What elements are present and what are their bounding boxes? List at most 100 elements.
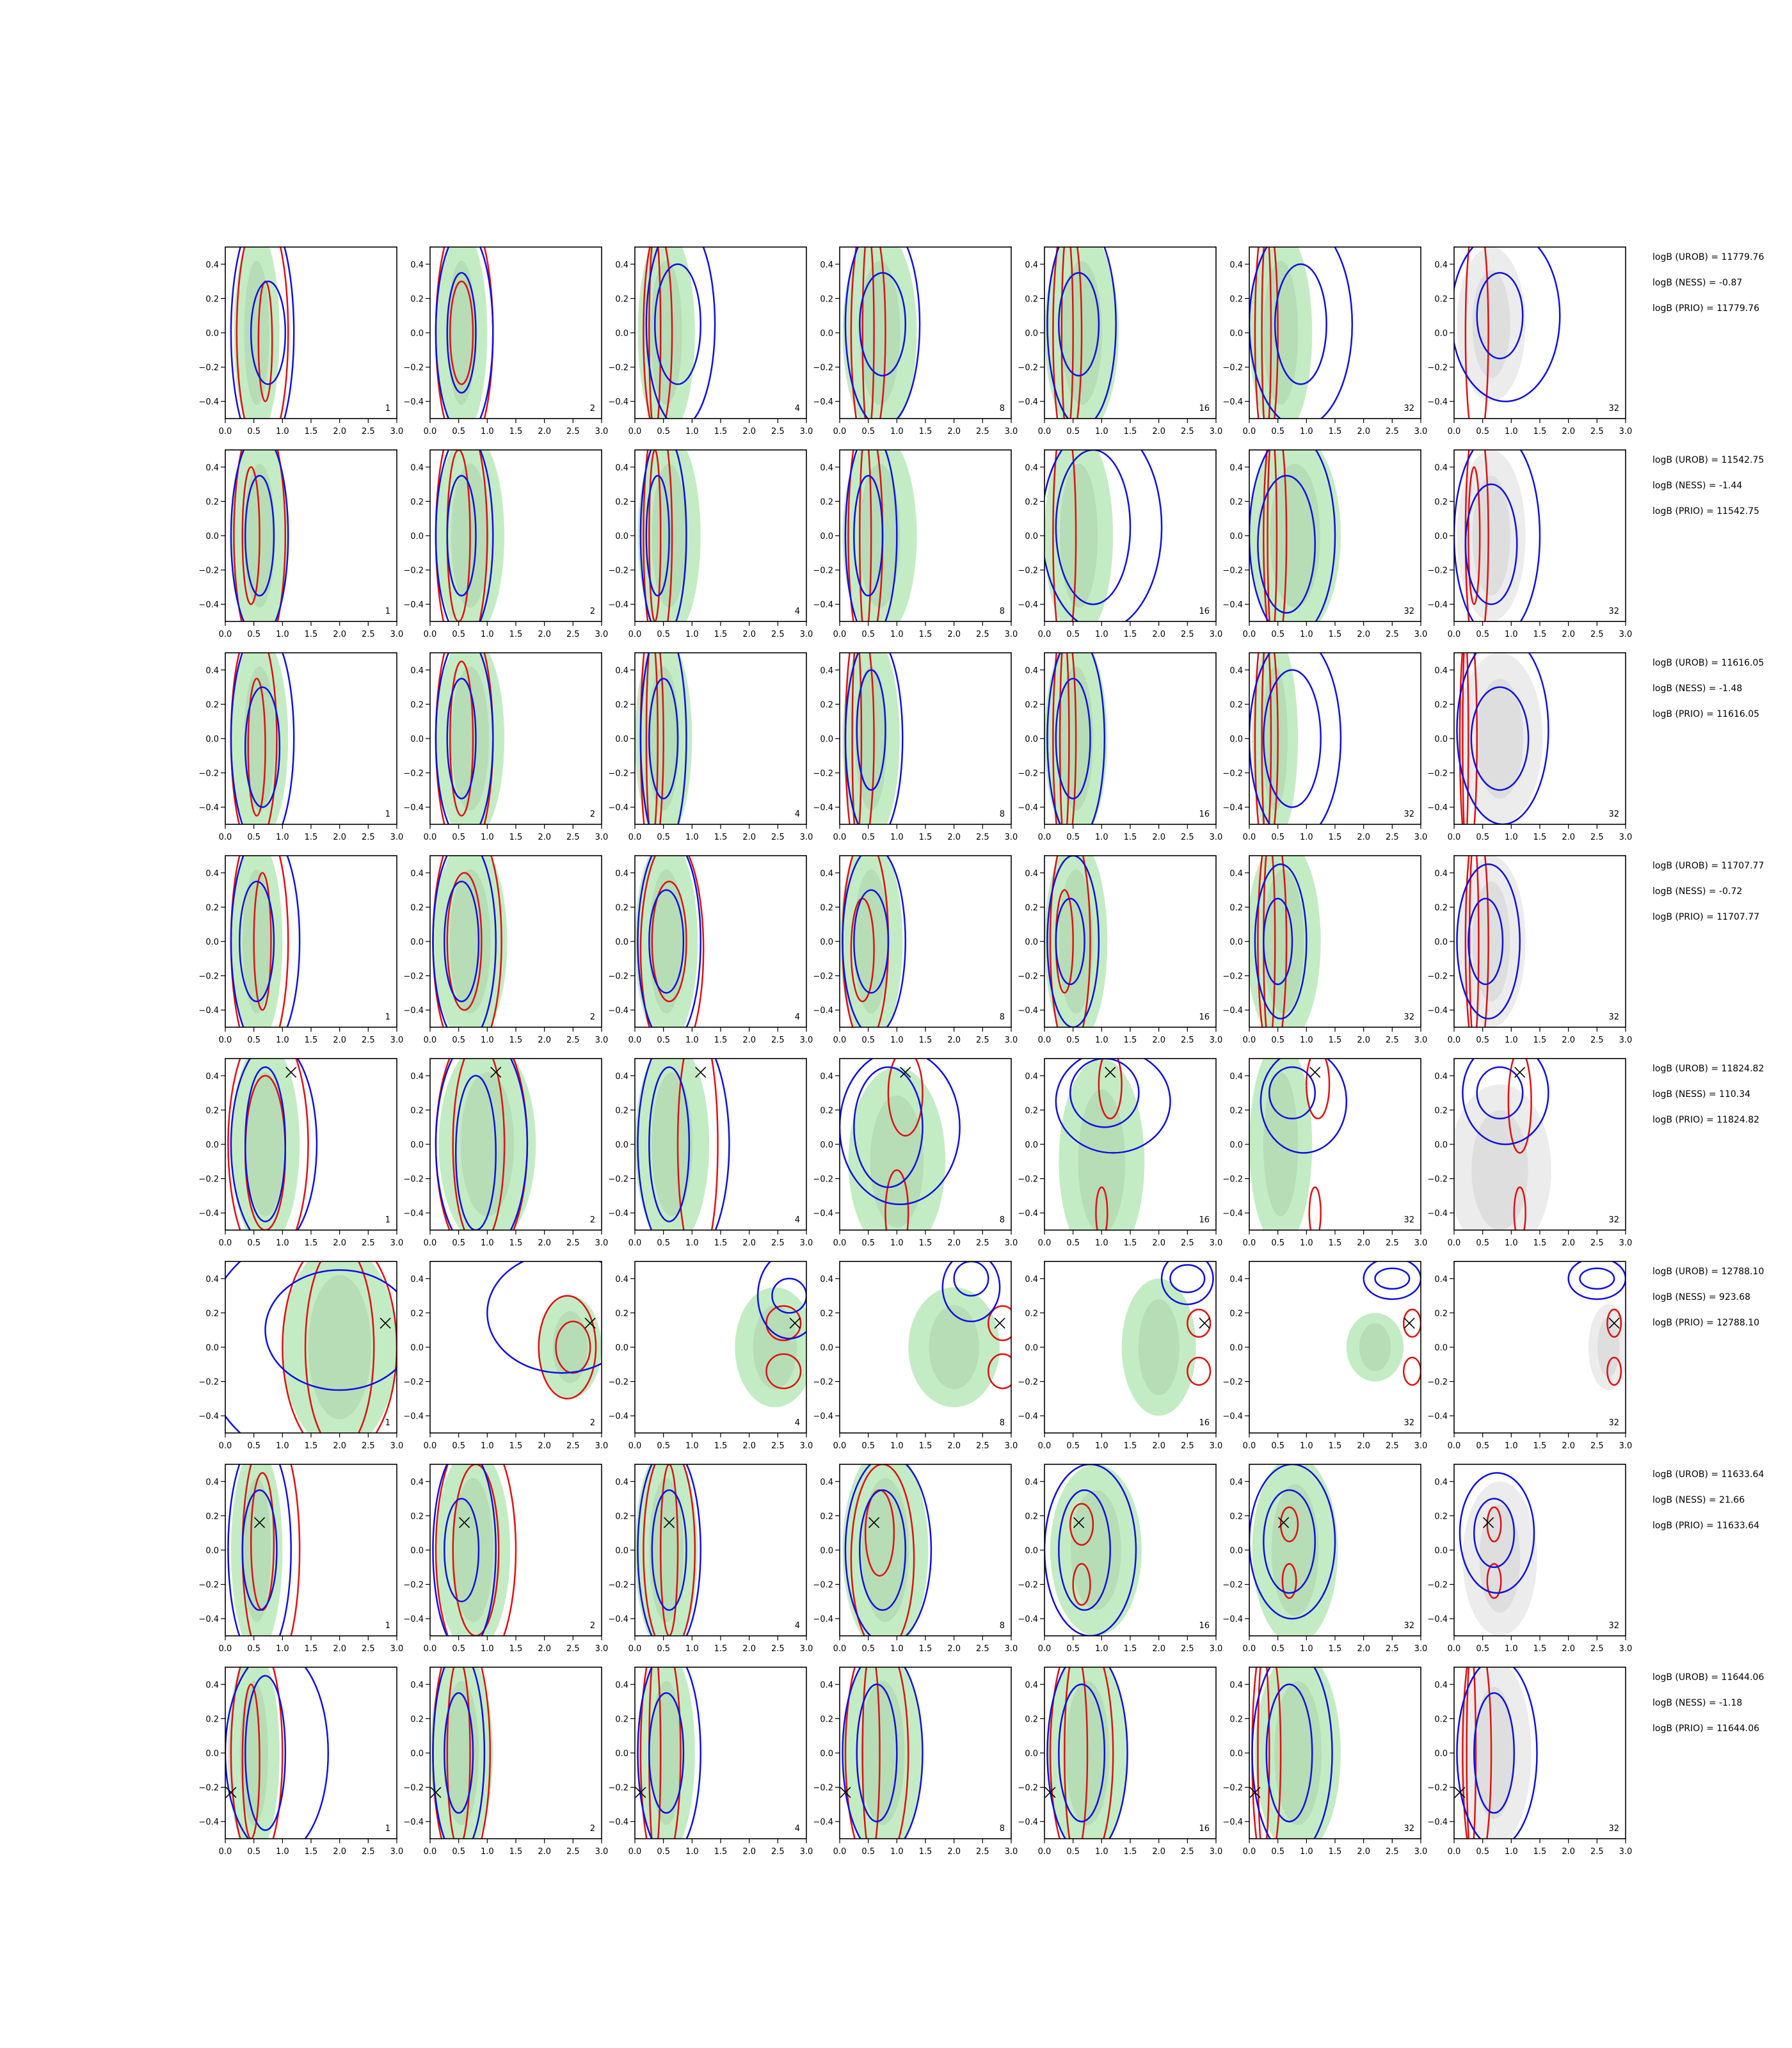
y-tick-label: 0.0 [1025,1343,1038,1353]
x-tick-label: 3.0 [1619,1238,1633,1248]
red-contour-1 [1464,247,1489,419]
x-tick-label: 2.0 [1152,427,1165,436]
y-tick-label: −0.2 [403,972,424,982]
x-tick-label: 2.0 [1357,1441,1370,1451]
blue-contour-2 [1470,686,1530,791]
y-tick-label: −0.4 [1018,1615,1038,1624]
x-tick-label: 3.0 [1414,833,1428,842]
blue-contour-1 [1046,856,1100,1027]
y-tick-label: −0.2 [1018,364,1038,373]
x-tick-label: 2.0 [947,1644,961,1654]
panel-label: 1 [385,1012,390,1022]
panel-r1-c1: 0.4 0.2 0.0 −0.2 −0.4 0.0 0.5 1.0 1.5 2.0 2.5 3.0 1 [198,246,403,436]
blue-contour-2 [446,271,477,394]
y-tick-label: −0.4 [813,1818,833,1827]
x-tick-label: 2.0 [947,1441,961,1451]
x-tick-label: 1.0 [481,427,494,436]
red-contour-2 [1513,1186,1526,1230]
y-tick-label: 0.0 [410,938,424,947]
y-tick-label: −0.4 [1427,600,1448,610]
y-tick-label: −0.2 [813,1378,833,1388]
y-tick-label: −0.2 [1427,1784,1448,1793]
y-tick-label: 0.2 [820,294,833,304]
x-tick-label: 1.0 [1505,427,1518,436]
y-tick-label: −0.4 [1018,1412,1038,1421]
x-tick-label: 3.0 [1210,1036,1223,1045]
panel-r3-c6: 0.4 0.2 0.0 −0.2 −0.4 0.0 0.5 1.0 1.5 2.0 2.5 3.0 32 [1222,652,1428,842]
blue-contour-1 [486,1261,602,1374]
panel-label: 32 [1608,404,1619,413]
panel-r4-c1: 0.4 0.2 0.0 −0.2 −0.4 0.0 0.5 1.0 1.5 2.0 2.5 3.0 1 [198,855,403,1045]
x-tick-label: 3.0 [595,1441,609,1451]
x-tick-label: 2.5 [1590,833,1604,842]
x-tick-label: 2.0 [1562,1238,1575,1248]
blue-contour-1 [844,1464,932,1636]
x-tick-label: 1.0 [1505,630,1518,639]
x-tick-label: 0.0 [833,427,847,436]
x-tick-label: 1.0 [1095,630,1108,639]
blue-contour-2 [859,1489,906,1612]
red-contour-2 [1187,1356,1212,1386]
blue-contour-1 [1456,863,1521,1020]
x-tick-label: 2.0 [538,427,551,436]
panel-label: 32 [1404,1418,1414,1428]
panel-label: 32 [1404,1824,1414,1834]
panel-r7-c5: 0.4 0.2 0.0 −0.2 −0.4 0.0 0.5 1.0 1.5 2.0 2.5 3.0 16 [1018,1464,1222,1654]
y-tick-label: 0.0 [205,735,219,744]
x-tick-label: 2.0 [538,1847,551,1857]
panel-label: 16 [1199,1418,1210,1428]
y-tick-label: 0.0 [1025,938,1038,947]
x-tick-label: 1.0 [1095,1441,1108,1451]
y-tick-label: −0.4 [1222,1006,1243,1016]
x-tick-label: 2.5 [362,630,375,639]
y-tick-label: −0.4 [198,1412,219,1421]
blue-contour-2 [1473,1692,1516,1814]
x-tick-label: 2.0 [947,630,961,639]
x-tick-label: 1.5 [919,1847,932,1857]
x-tick-label: 2.5 [1181,1847,1194,1857]
x-tick-label: 0.5 [1476,1238,1489,1248]
y-tick-label: 0.4 [410,260,424,270]
red-contour-1 [1306,1059,1331,1120]
x-tick-label: 0.5 [452,1847,465,1857]
blue-contour-2 [853,1066,924,1188]
panel-r7-c3: 0.4 0.2 0.0 −0.2 −0.4 0.0 0.5 1.0 1.5 2.0 2.5 3.0 4 [608,1464,813,1654]
red-contour-1 [1402,1308,1421,1338]
x-tick-label: 2.0 [1357,833,1370,842]
x-tick-label: 0.0 [219,630,232,639]
y-tick-label: 0.2 [820,903,833,913]
panel-r8-c5: 0.4 0.2 0.0 −0.2 −0.4 0.0 0.5 1.0 1.5 2.0 2.5 3.0 16 [1018,1667,1222,1857]
blue-contour-1 [844,450,898,621]
y-tick-label: −0.2 [1018,1784,1038,1793]
red-contour-1 [1263,450,1288,621]
true-value-marker [1309,1066,1321,1078]
x-tick-label: 3.0 [1414,1847,1428,1857]
x-tick-label: 2.5 [1590,1441,1604,1451]
x-tick-label: 1.5 [1533,427,1547,436]
red-contour-2 [1261,247,1272,419]
green-density-inner [243,1478,271,1622]
panel-r2-c5: 0.4 0.2 0.0 −0.2 −0.4 0.0 0.5 1.0 1.5 2.0 2.5 3.0 16 [1018,449,1222,639]
y-tick-label: 0.0 [205,1546,219,1556]
x-tick-label: 0.0 [1243,1441,1256,1451]
blue-contour-1 [1456,1667,1538,1839]
x-tick-label: 3.0 [800,1644,813,1654]
panel-r7-c2: 0.4 0.2 0.0 −0.2 −0.4 0.0 0.5 1.0 1.5 2.0 2.5 3.0 2 [403,1464,608,1654]
red-contour-1 [1459,653,1478,824]
x-tick-label: 2.0 [538,1238,551,1248]
y-tick-label: 0.4 [1229,1478,1243,1487]
x-tick-label: 0.0 [1448,630,1461,639]
y-tick-label: 0.4 [410,463,424,473]
x-tick-label: 2.5 [362,1644,375,1654]
x-tick-label: 0.0 [1448,1644,1461,1654]
x-tick-label: 1.0 [685,1644,699,1654]
x-tick-label: 1.5 [714,1441,728,1451]
x-tick-label: 0.0 [424,1238,437,1248]
y-tick-label: 0.4 [205,666,219,676]
y-tick-label: 0.0 [1025,1546,1038,1556]
x-tick-label: 2.0 [947,1847,961,1857]
blue-contour-1 [1260,1059,1348,1154]
panel-label: 1 [385,1621,390,1631]
y-tick-label: 0.0 [205,1749,219,1759]
x-tick-label: 2.0 [333,1847,346,1857]
